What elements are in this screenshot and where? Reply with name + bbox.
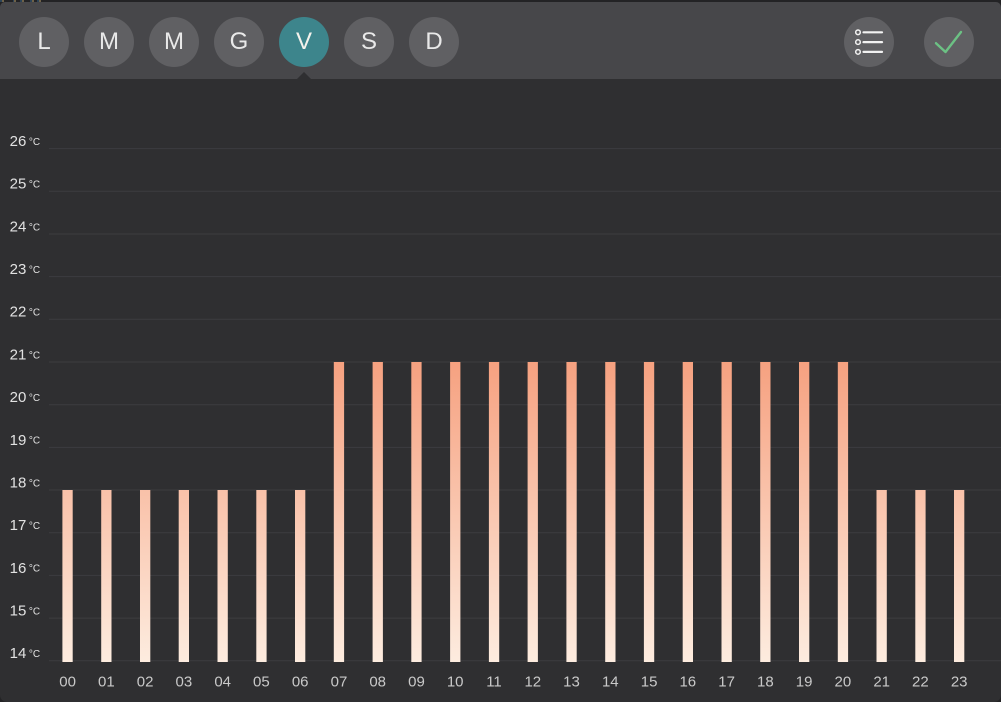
svg-text:07: 07: [331, 674, 348, 691]
svg-text:16: 16: [10, 560, 27, 577]
svg-text:24: 24: [10, 218, 27, 235]
svg-text:11: 11: [486, 674, 502, 691]
svg-text:21: 21: [10, 346, 27, 363]
svg-text:°C: °C: [29, 180, 40, 191]
svg-text:22: 22: [912, 674, 929, 691]
svg-text:°C: °C: [29, 393, 40, 404]
svg-text:25: 25: [10, 176, 27, 193]
svg-text:03: 03: [176, 674, 193, 691]
svg-text:05: 05: [253, 674, 270, 691]
svg-text:14: 14: [10, 645, 27, 662]
svg-text:19: 19: [796, 674, 813, 691]
svg-text:14: 14: [602, 674, 619, 691]
svg-text:12: 12: [524, 674, 541, 691]
svg-text:°C: °C: [29, 649, 40, 660]
svg-text:°C: °C: [29, 265, 40, 276]
svg-text:°C: °C: [29, 606, 40, 617]
svg-text:09: 09: [408, 674, 425, 691]
svg-text:16: 16: [679, 674, 696, 691]
svg-text:21: 21: [873, 674, 890, 691]
svg-text:15: 15: [641, 674, 658, 691]
svg-text:°C: °C: [29, 436, 40, 447]
svg-text:04: 04: [214, 674, 231, 691]
svg-text:13: 13: [563, 674, 580, 691]
svg-text:20: 20: [835, 674, 852, 691]
svg-text:°C: °C: [29, 137, 40, 148]
svg-text:°C: °C: [29, 308, 40, 319]
svg-text:10: 10: [447, 674, 464, 691]
svg-text:22: 22: [10, 304, 27, 321]
svg-text:°C: °C: [29, 478, 40, 489]
svg-text:°C: °C: [29, 564, 40, 575]
svg-text:°C: °C: [29, 521, 40, 532]
svg-text:00: 00: [59, 674, 76, 691]
svg-text:15: 15: [10, 603, 27, 620]
svg-text:18: 18: [10, 474, 27, 491]
svg-text:19: 19: [10, 432, 27, 449]
svg-text:01: 01: [98, 674, 115, 691]
svg-text:°C: °C: [29, 222, 40, 233]
svg-text:06: 06: [292, 674, 309, 691]
svg-text:23: 23: [951, 674, 968, 691]
svg-text:17: 17: [10, 517, 27, 534]
svg-text:26: 26: [10, 133, 27, 150]
svg-text:17: 17: [718, 674, 735, 691]
svg-text:18: 18: [757, 674, 774, 691]
svg-text:23: 23: [10, 261, 27, 278]
svg-text:02: 02: [137, 674, 154, 691]
svg-text:20: 20: [10, 389, 27, 406]
svg-text:08: 08: [369, 674, 386, 691]
svg-text:°C: °C: [29, 350, 40, 361]
